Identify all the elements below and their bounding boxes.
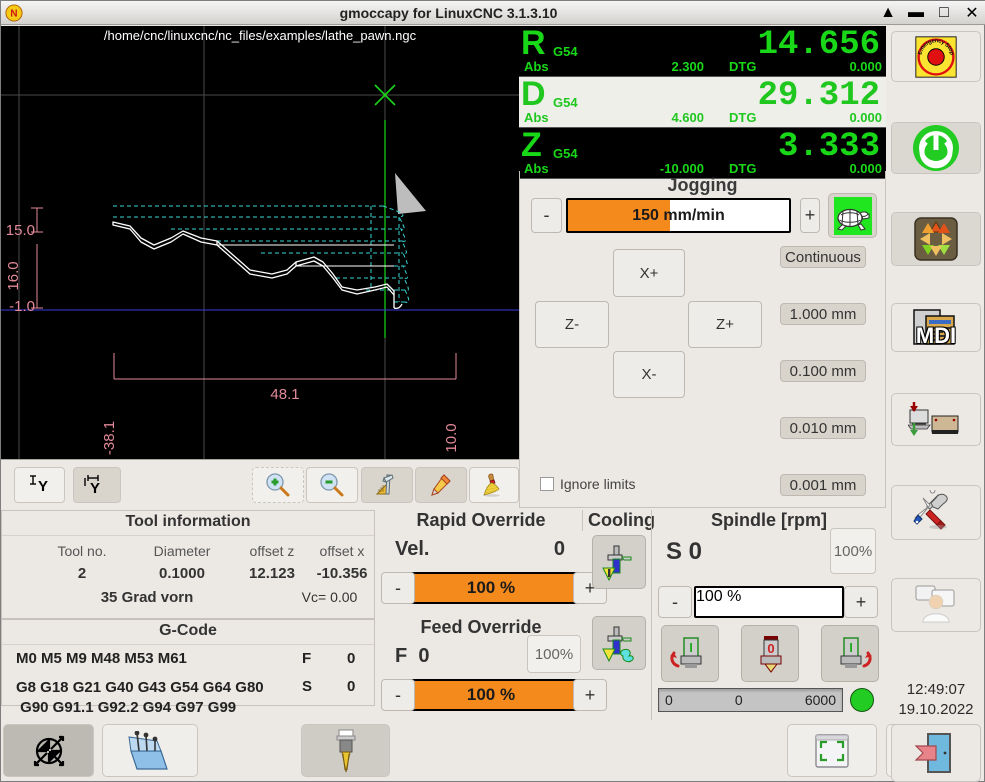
svg-text:Y: Y [90,480,100,497]
svg-text:I: I [849,640,853,655]
svg-text:Y: Y [38,478,48,495]
svg-text:0: 0 [767,641,774,656]
svg-text:15.0: 15.0 [6,222,35,239]
svg-text:16.0: 16.0 [5,261,22,290]
svg-text:I: I [689,640,693,655]
svg-text:N: N [10,8,17,19]
svg-text:-1.0: -1.0 [9,298,35,315]
svg-text:10.0: 10.0 [443,423,460,452]
svg-text:-38.1: -38.1 [101,421,118,455]
svg-text:48.1: 48.1 [270,386,299,403]
